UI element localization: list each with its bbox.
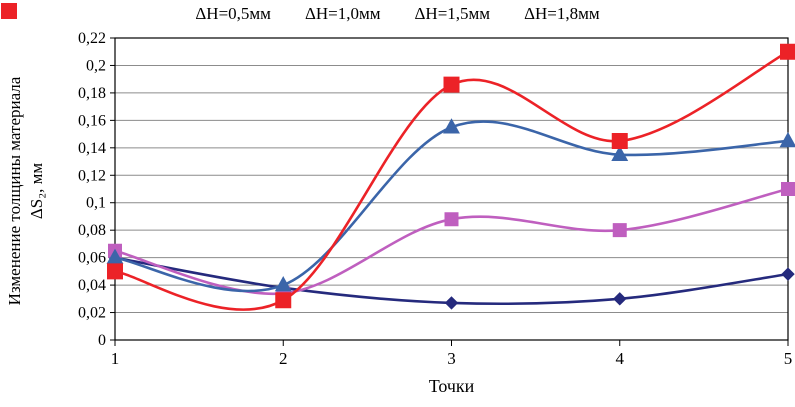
y-tick-label: 0,04 (78, 277, 106, 294)
series-marker-square-icon (444, 212, 459, 227)
series-marker-triangle-icon (611, 145, 629, 161)
y-tick-label: 0,14 (78, 140, 106, 157)
legend-label: ΔH=1,5мм (414, 4, 491, 23)
x-tick-label: 5 (784, 349, 793, 368)
y-tick-label: 0,12 (78, 167, 106, 184)
x-axis-title: Точки (429, 376, 475, 396)
y-tick-label: 0,08 (78, 222, 106, 239)
y-tick-label: 0 (98, 332, 106, 349)
series-line-3 (113, 120, 790, 293)
series-marker-triangle-icon (779, 131, 795, 148)
y-tick-label: 0,02 (78, 305, 106, 322)
series-marker-square-icon (443, 76, 460, 93)
legend-item-4: ΔH=1,8мм (1, 3, 600, 24)
x-tick-label: 3 (447, 349, 456, 368)
chart-legend: ΔH=0,5мм ΔH=1,0мм ΔH=1,5мм ΔH=1,8мм (0, 2, 795, 26)
y-tick-label: 0,2 (86, 57, 106, 74)
series-marker-square-icon (781, 182, 795, 196)
series-marker-square-icon (612, 223, 627, 238)
legend-label: ΔH=0,5мм (195, 4, 271, 23)
y-tick-label: 0,22 (78, 30, 106, 47)
series-marker-square-icon (780, 43, 795, 60)
series-marker-triangle-icon (274, 276, 292, 292)
series-marker-square-icon (611, 132, 628, 149)
x-tick-label: 4 (616, 349, 625, 368)
y-tick-label: 0,18 (78, 85, 106, 102)
series-marker-diamond-icon (444, 296, 459, 310)
legend-square-icon (1, 3, 17, 19)
series-marker-diamond-icon (781, 267, 795, 281)
series-marker-diamond-icon (613, 292, 627, 306)
legend-label: ΔH=1,8мм (524, 4, 600, 23)
x-tick-label: 1 (111, 349, 120, 368)
x-tick-label: 2 (279, 349, 288, 368)
series-marker-square-icon (107, 263, 123, 280)
y-tick-label: 0,1 (86, 195, 106, 212)
y-tick-label: 0,16 (78, 112, 106, 129)
series-marker-square-icon (275, 292, 292, 309)
legend-label: ΔH=1,0мм (304, 4, 381, 23)
series-marker-triangle-icon (443, 118, 460, 134)
y-tick-label: 0,06 (78, 250, 106, 267)
